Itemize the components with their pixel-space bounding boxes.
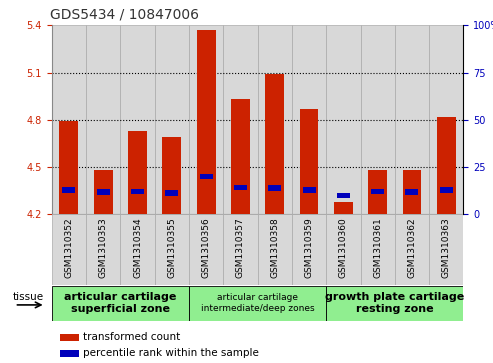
Bar [155, 214, 189, 285]
Bar [60, 334, 78, 341]
Bar [131, 189, 144, 194]
Text: GSM1310356: GSM1310356 [202, 218, 211, 278]
Text: articular cartilage
intermediate/deep zones: articular cartilage intermediate/deep zo… [201, 293, 315, 313]
Bar [368, 170, 387, 214]
Text: GSM1310353: GSM1310353 [99, 218, 108, 278]
Bar [94, 170, 113, 214]
Bar [128, 131, 147, 214]
Bar [429, 214, 463, 285]
Bar [371, 189, 384, 194]
Bar [223, 214, 257, 285]
Text: articular cartilage
superficial zone: articular cartilage superficial zone [64, 292, 176, 314]
Bar [60, 121, 78, 214]
Bar [326, 286, 463, 321]
Text: GSM1310363: GSM1310363 [442, 218, 451, 278]
Bar [257, 214, 292, 285]
Bar [334, 201, 353, 214]
Text: GSM1310359: GSM1310359 [305, 218, 314, 278]
Bar [429, 25, 463, 214]
Text: GSM1310362: GSM1310362 [407, 218, 417, 278]
Bar [97, 189, 110, 195]
Text: GSM1310354: GSM1310354 [133, 218, 142, 278]
Bar [52, 214, 86, 285]
Bar [86, 214, 120, 285]
Bar [63, 187, 75, 192]
Text: tissue: tissue [13, 291, 44, 302]
Bar [292, 25, 326, 214]
Bar [326, 25, 360, 214]
Bar [265, 74, 284, 214]
Bar [189, 214, 223, 285]
Bar [292, 214, 326, 285]
Text: GDS5434 / 10847006: GDS5434 / 10847006 [50, 8, 199, 21]
Bar [155, 25, 189, 214]
Bar [360, 214, 395, 285]
Bar [326, 214, 360, 285]
Bar [300, 109, 318, 214]
Bar [52, 286, 189, 321]
Bar [231, 99, 250, 214]
Bar [52, 25, 86, 214]
Bar [120, 25, 155, 214]
Bar [395, 25, 429, 214]
Bar [120, 214, 155, 285]
Bar [200, 174, 212, 179]
Text: GSM1310360: GSM1310360 [339, 218, 348, 278]
Bar [165, 190, 178, 196]
Bar [440, 187, 453, 192]
Bar [223, 25, 257, 214]
Text: GSM1310357: GSM1310357 [236, 218, 245, 278]
Bar [268, 185, 282, 191]
Bar [405, 189, 419, 195]
Text: percentile rank within the sample: percentile rank within the sample [83, 348, 258, 358]
Bar [395, 214, 429, 285]
Text: GSM1310352: GSM1310352 [65, 218, 73, 278]
Bar [437, 117, 456, 214]
Bar [402, 170, 422, 214]
Bar [303, 187, 316, 192]
Bar [337, 192, 350, 198]
Text: GSM1310361: GSM1310361 [373, 218, 382, 278]
Bar [189, 286, 326, 321]
Bar [162, 137, 181, 214]
Bar [86, 25, 120, 214]
Bar [234, 185, 247, 190]
Bar [257, 25, 292, 214]
Bar [189, 25, 223, 214]
Text: GSM1310358: GSM1310358 [270, 218, 279, 278]
Text: GSM1310355: GSM1310355 [167, 218, 176, 278]
Bar [360, 25, 395, 214]
Text: transformed count: transformed count [83, 333, 180, 342]
Bar [197, 30, 215, 214]
Text: growth plate cartilage
resting zone: growth plate cartilage resting zone [325, 292, 464, 314]
Bar [60, 350, 78, 357]
